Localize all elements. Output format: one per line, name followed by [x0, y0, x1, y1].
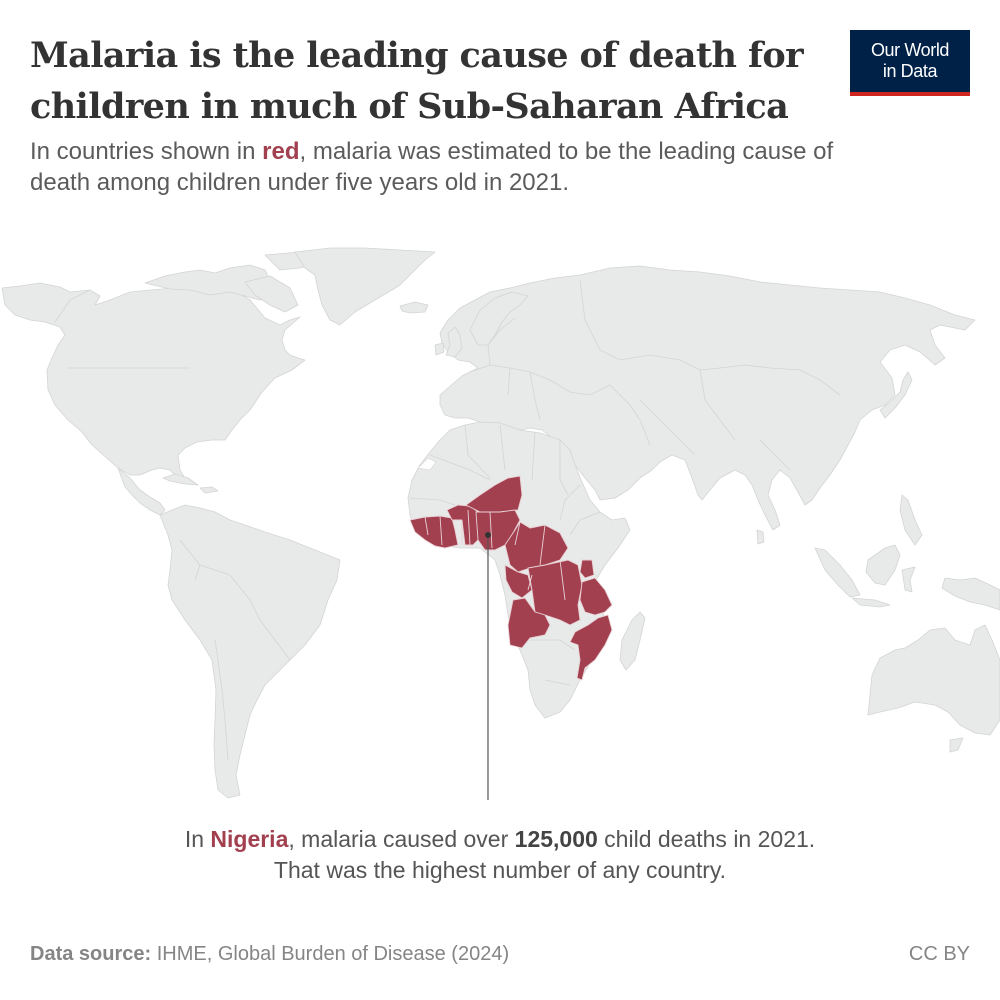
map-sumatra[interactable]	[814, 547, 861, 598]
annotation-country: Nigeria	[210, 826, 289, 852]
map-sulawesi[interactable]	[901, 566, 916, 593]
map-uk[interactable]	[445, 326, 463, 358]
map-border-red-inner	[424, 509, 566, 601]
map-south-america[interactable]	[159, 504, 341, 799]
map-cuba[interactable]	[162, 473, 199, 486]
annotation-pointer-dot	[485, 532, 491, 538]
annotation-mid: , malaria caused over	[288, 826, 515, 852]
our-world-in-data-logo[interactable]: Our World in Data	[850, 30, 970, 96]
chart-title: Malaria is the leading cause of death fo…	[30, 35, 804, 127]
logo-line-2: in Data	[882, 61, 938, 81]
map-new-guinea[interactable]	[941, 577, 1000, 611]
data-source-text: IHME, Global Burden of Disease (2024)	[151, 943, 510, 965]
map-red-angola[interactable]	[507, 597, 551, 649]
map-central-america[interactable]	[117, 467, 166, 516]
map-hispaniola[interactable]	[199, 486, 219, 494]
annotation-line-1: In Nigeria, malaria caused over 125,000 …	[60, 824, 940, 855]
subtitle-highlight-red: red	[262, 138, 300, 165]
map-border-brazil	[199, 564, 291, 661]
map-java[interactable]	[851, 597, 891, 608]
license-link[interactable]: CC BY	[908, 943, 970, 965]
map-border-colombia	[179, 539, 201, 581]
map-north-america[interactable]	[1, 282, 306, 479]
map-australia[interactable]	[867, 624, 1000, 736]
map-red-gabon-congo[interactable]	[504, 564, 533, 599]
map-border-europe	[469, 279, 841, 471]
world-map	[1, 247, 1000, 800]
subtitle-text-post: , malaria was estimated to be the leadin…	[30, 138, 834, 196]
map-scandinavia[interactable]	[469, 291, 529, 346]
annotation-pre: In	[184, 826, 211, 852]
data-source: Data source: IHME, Global Burden of Dise…	[30, 943, 509, 966]
map-japan[interactable]	[879, 371, 913, 419]
map-greenland[interactable]	[294, 247, 436, 326]
map-baffin-island[interactable]	[244, 275, 299, 313]
map-ireland[interactable]	[434, 342, 445, 356]
map-red-malawi-mozambique[interactable]	[569, 614, 613, 681]
map-western-sahara-gap	[417, 457, 437, 471]
map-red-west-coast[interactable]	[409, 515, 459, 549]
annotation-line-2: That was the highest number of any count…	[273, 857, 727, 883]
chart-subtitle: In countries shown in red, malaria was e…	[30, 136, 850, 198]
nigeria-annotation: In Nigeria, malaria caused over 125,000 …	[60, 824, 940, 886]
map-sri-lanka[interactable]	[756, 529, 765, 545]
map-tasmania[interactable]	[949, 737, 964, 753]
subtitle-text-pre: In countries shown in	[30, 138, 263, 165]
map-iceland[interactable]	[399, 301, 429, 314]
map-madagascar[interactable]	[619, 611, 646, 671]
annotation-number: 125,000	[514, 826, 598, 852]
map-red-burkina-togo-benin[interactable]	[446, 504, 479, 546]
data-source-label: Data source:	[30, 943, 152, 965]
map-philippines[interactable]	[899, 494, 923, 546]
map-red-uganda[interactable]	[579, 559, 595, 579]
map-border-alaska	[54, 289, 91, 323]
map-borneo[interactable]	[865, 544, 901, 586]
logo-line-1: Our World	[870, 40, 950, 60]
map-red-tanzania[interactable]	[579, 577, 613, 616]
map-border-north-africa	[409, 424, 601, 686]
annotation-post: child deaths in 2021.	[597, 826, 816, 852]
map-border-andes	[214, 639, 229, 761]
